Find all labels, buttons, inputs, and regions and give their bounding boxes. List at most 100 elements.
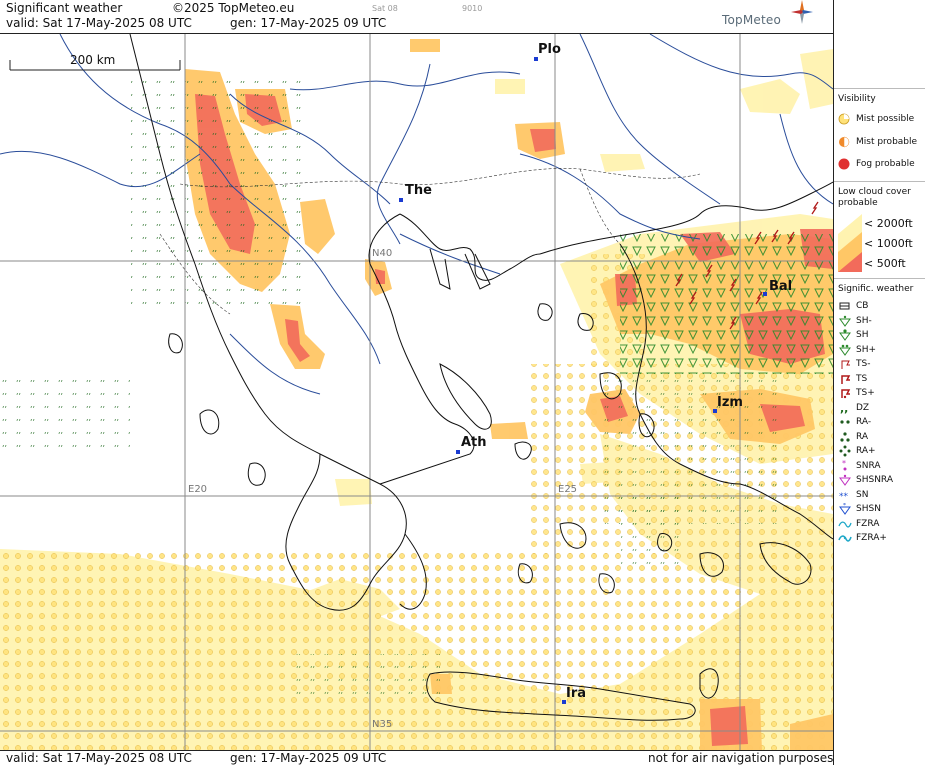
legend-sigwx-sh: SH: [838, 328, 868, 342]
legend-sigwx-ra-plus: RA+: [838, 444, 876, 458]
lat-lon-grid: [0, 34, 833, 751]
legend-sigwx-ts: TS: [838, 372, 867, 386]
legend-cloud-1000: < 1000ft: [864, 237, 913, 250]
ts-plus-icon: [838, 387, 852, 399]
legend-sigwx-fzra: FZRA: [838, 517, 879, 531]
footer-valid-time: valid: Sat 17-May-2025 08 UTC: [6, 751, 192, 765]
legend-sigwx-label: RA: [856, 431, 869, 442]
shsn-icon: *: [838, 502, 852, 515]
city-label-izm: Izm: [717, 395, 743, 410]
svg-text:,,: ,,: [840, 402, 848, 414]
legend-sigwx-sh-minus: SH-: [838, 314, 872, 328]
country-borders: [159, 168, 701, 315]
svg-text:*: *: [843, 503, 846, 509]
legend-cloud-500: < 500ft: [864, 257, 906, 270]
city-label-ath: Ath: [461, 435, 487, 450]
topmeteo-logo[interactable]: TopMeteo: [718, 0, 813, 32]
city-marker-balikesir[interactable]: [763, 292, 767, 296]
legend-fog-probable-label: Fog probable: [856, 159, 915, 169]
mist-possible-icon: [838, 113, 852, 125]
fog-probable-icon: [838, 158, 852, 170]
compass-icon: [791, 0, 813, 24]
drizzle-symbols: [0, 74, 780, 694]
legend-sigwx-shsn: * SHSN: [838, 502, 881, 516]
legend-mist-possible-label: Mist possible: [856, 114, 915, 124]
footer-bar: valid: Sat 17-May-2025 08 UTC gen: 17-Ma…: [0, 750, 833, 766]
legend-sigwx-label: SH: [856, 330, 869, 340]
legend-sigwx-ts-plus: TS+: [838, 386, 875, 400]
sn-icon: **: [838, 489, 852, 502]
copyright: ©2025 TopMeteo.eu: [172, 1, 295, 15]
valid-time: valid: Sat 17-May-2025 08 UTC: [6, 16, 192, 30]
grid-label-n35: N35: [372, 719, 393, 730]
legend-sigwx-cb: CB: [838, 299, 868, 313]
dz-icon: ,,: [838, 402, 852, 415]
legend-fog-probable: Fog probable: [838, 157, 915, 171]
legend-sigwx-label: SNRA: [856, 460, 881, 471]
city-marker-iraklion[interactable]: [562, 700, 566, 704]
svg-text:**: **: [839, 492, 849, 501]
low-cloud-gradient: [838, 214, 862, 272]
legend-sigwx-label: RA-: [856, 417, 872, 427]
scale-bar: [9, 60, 181, 71]
legend-sigwx-label: TS+: [856, 388, 875, 398]
header-bar: Significant weather ©2025 TopMeteo.eu Sa…: [0, 0, 833, 33]
legend-visibility-title: Visibility: [838, 94, 876, 104]
city-label-plo: Plo: [538, 42, 561, 57]
legend-sigwx-ts-minus: TS-: [838, 357, 870, 371]
frame-code: 9010: [462, 4, 483, 13]
legend-mist-probable: Mist probable: [838, 135, 917, 149]
ra-icon: [838, 431, 852, 443]
legend-sigwx-snra: * SNRA: [838, 459, 881, 473]
snra-icon: *: [838, 459, 852, 472]
footer-generated-time: gen: 17-May-2025 09 UTC: [230, 751, 387, 765]
ts-icon: [838, 373, 852, 385]
weather-map-svg: ,,: [0, 34, 833, 751]
legend-sigwx-dz: ,, DZ: [838, 401, 869, 415]
city-label-the: The: [405, 183, 432, 198]
grid-label-e20: E20: [188, 484, 208, 495]
fzra-icon: [838, 518, 852, 530]
coastlines: [129, 34, 833, 721]
legend-sigwx-label: FZRA+: [856, 533, 887, 543]
legend-sigwx-label: SHSNRA: [856, 475, 893, 485]
thunderstorm-symbols: [675, 201, 819, 330]
legend-cloud-2000: < 2000ft: [864, 217, 913, 230]
ra-plus-icon: [838, 445, 852, 457]
legend-sigwx-label: DZ: [856, 402, 870, 413]
legend-mist-probable-label: Mist probable: [856, 137, 918, 147]
grid-label-e25: E25: [558, 484, 578, 495]
legend-sigwx-label: FZRA: [856, 518, 880, 529]
map-panel[interactable]: ,,: [0, 33, 834, 751]
city-marker-plovdiv[interactable]: [534, 57, 538, 61]
shsnra-icon: [838, 474, 852, 486]
legend-sigwx-label: SH+: [856, 344, 877, 355]
rivers: [0, 34, 833, 395]
generated-time: gen: 17-May-2025 09 UTC: [230, 16, 387, 30]
legend-mist-possible: Mist possible: [838, 112, 914, 126]
legend-sigwx-shsnra: SHSNRA: [838, 473, 893, 487]
footer-disclaimer: not for air navigation purposes: [648, 751, 834, 765]
shower-symbols: [620, 234, 833, 374]
logo-text: TopMeteo: [722, 13, 782, 27]
legend-sigwx-label: SH-: [856, 315, 872, 326]
legend-sigwx-label: SHSN: [856, 504, 881, 514]
ra--icon: [838, 416, 852, 428]
city-marker-thessaloniki[interactable]: [399, 198, 403, 202]
legend-sigwx-sn: ** SN: [838, 488, 868, 502]
sh-plus-icon: [838, 344, 852, 356]
cb-icon: [838, 300, 852, 312]
mist-probable-icon: [838, 136, 852, 148]
city-marker-athens[interactable]: [456, 450, 460, 454]
sh-icon: [838, 329, 852, 341]
city-label-ira: Ira: [566, 686, 587, 701]
svg-text:*: *: [842, 460, 846, 468]
legend-sigwx-title: Signific. weather: [838, 284, 914, 294]
legend-sigwx-label: RA+: [856, 446, 876, 456]
city-label-bal: Bal: [769, 279, 793, 294]
grid-label-n40: N40: [372, 248, 393, 259]
city-marker-izmir[interactable]: [713, 409, 717, 413]
legend-sigwx-label: CB: [856, 301, 869, 311]
legend-sigwx-sh-plus: SH+: [838, 343, 876, 357]
product-title: Significant weather: [6, 1, 123, 15]
